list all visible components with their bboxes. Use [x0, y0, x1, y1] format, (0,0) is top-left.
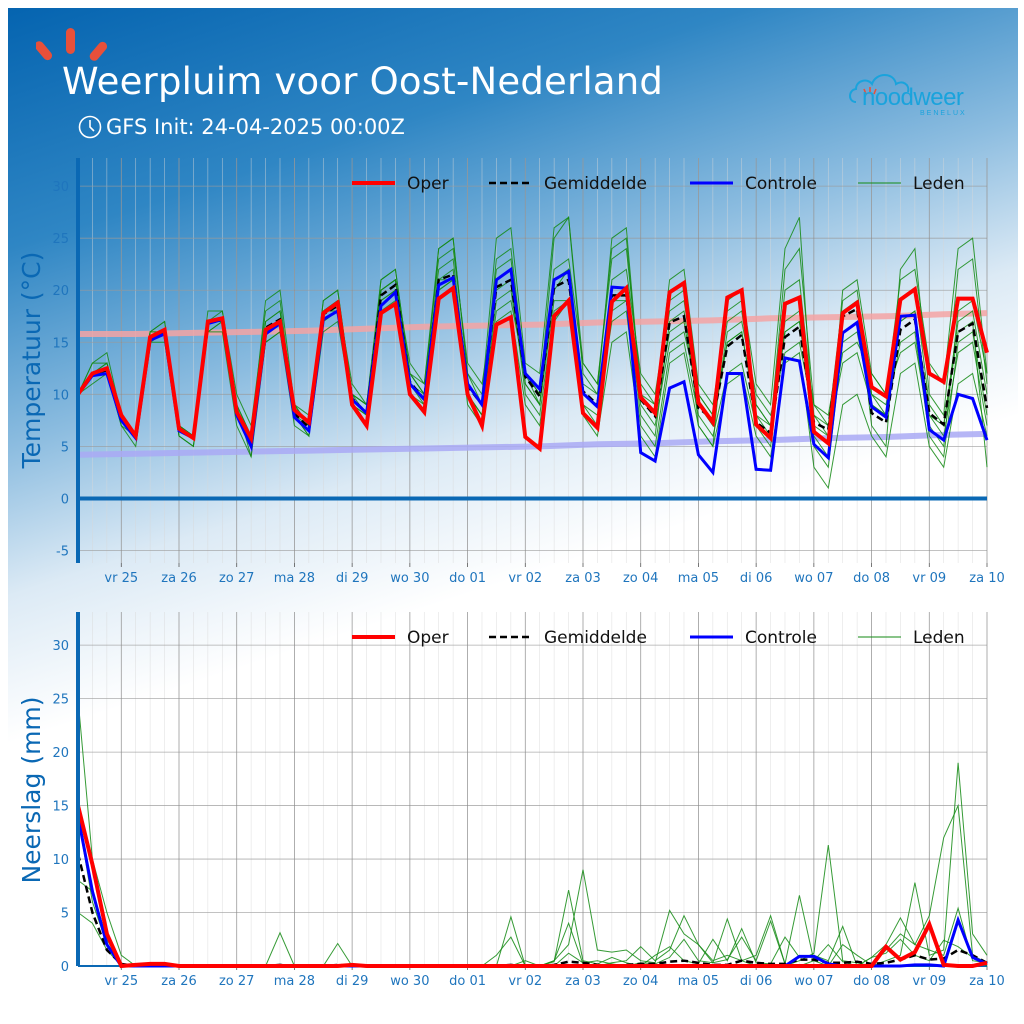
x-tick-label: ma 28	[274, 571, 315, 586]
x-tick-label: ma 05	[678, 974, 719, 989]
x-tick-label: wo 07	[794, 571, 833, 586]
oper-line	[76, 805, 988, 969]
precipitation-chart: 0 5 10 15 20 25 30 vr 25 za 26 zo 27 ma 28 di 29 wo …	[17, 612, 1005, 989]
x-tick-label: za 26	[161, 974, 196, 989]
member-line	[77, 278, 988, 490]
legend-label-oper: Oper	[407, 174, 449, 194]
logo-text: noodweer	[862, 84, 964, 111]
x-tick-label: di 29	[336, 974, 369, 989]
x-tick-label: za 10	[969, 571, 1004, 586]
x-tick-label: ma 05	[678, 571, 719, 586]
temperature-chart: -5 0 5 10 15 20 25 30 vr 25 za 26 zo 27 ma 28 di 29 w…	[17, 158, 1005, 586]
y-tick-label: 0	[61, 960, 69, 975]
x-tick-label: vr 09	[912, 571, 946, 586]
x-tick-label: di 06	[740, 974, 773, 989]
x-tick-label: vr 25	[104, 974, 138, 989]
y-tick-label: 30	[52, 180, 69, 195]
y-axis-label: Neerslag (mm)	[17, 696, 46, 883]
x-tick-label: vr 09	[912, 974, 946, 989]
noodweer-logo: noodweer BENELUX	[846, 66, 976, 120]
y-tick-label: 10	[52, 388, 69, 403]
x-tick-label: zo 27	[219, 974, 254, 989]
y-tick-label: 20	[52, 284, 69, 299]
x-tick-label: do 01	[449, 974, 486, 989]
oper-line	[76, 279, 989, 453]
legend-label-mean: Gemiddelde	[544, 628, 647, 648]
member-line	[77, 803, 988, 967]
x-tick-label: zo 27	[219, 571, 254, 586]
x-tick-label: ma 28	[274, 974, 315, 989]
member-line	[77, 879, 988, 967]
y-axis-label: Temperatuur (°C)	[17, 252, 46, 470]
member-line	[77, 698, 988, 967]
sun-rays-icon	[36, 28, 108, 61]
x-tick-label: wo 30	[390, 571, 429, 586]
x-tick-label: zo 04	[623, 571, 658, 586]
y-tick-label: 0	[61, 492, 69, 507]
legend-label-control: Controle	[745, 174, 817, 194]
x-tick-label: vr 25	[104, 571, 138, 586]
normal-max-line	[78, 310, 988, 337]
member-line	[77, 912, 988, 967]
control-line	[76, 816, 988, 968]
x-tick-label: di 06	[740, 571, 773, 586]
x-tick-label: do 08	[853, 974, 890, 989]
x-tick-label: wo 30	[390, 974, 429, 989]
x-tick-label: do 08	[853, 571, 890, 586]
x-tick-label: za 26	[161, 571, 196, 586]
y-tick-label: 20	[52, 746, 69, 761]
legend-label-oper: Oper	[407, 628, 449, 648]
y-tick-label: 10	[52, 853, 69, 868]
logo-subtext: BENELUX	[920, 110, 967, 117]
x-tick-label: vr 02	[508, 974, 542, 989]
legend-label-mean: Gemiddelde	[544, 174, 647, 194]
y-tick-label: 25	[52, 693, 69, 708]
y-tick-label: 15	[52, 800, 69, 815]
plume-panel	[8, 8, 1018, 1018]
y-tick-label: 25	[52, 232, 69, 247]
init-time-text: GFS Init: 24-04-2025 00:00Z	[106, 115, 405, 139]
y-tick-label: -5	[56, 545, 69, 560]
x-tick-label: za 03	[565, 974, 600, 989]
x-tick-label: wo 07	[794, 974, 833, 989]
x-tick-label: di 29	[336, 571, 369, 586]
x-tick-label: za 03	[565, 571, 600, 586]
cloud-logo-icon	[849, 74, 910, 103]
x-tick-label: zo 04	[623, 974, 658, 989]
member-line	[77, 268, 988, 459]
page-title: Weerpluim voor Oost-Nederland	[62, 60, 664, 103]
y-tick-label: 5	[61, 907, 69, 922]
legend-label-control: Controle	[745, 628, 817, 648]
y-tick-label: 5	[61, 440, 69, 455]
y-tick-label: 15	[52, 336, 69, 351]
init-time: GFS Init: 24-04-2025 00:00Z	[78, 115, 405, 139]
x-tick-label: do 01	[449, 571, 486, 586]
x-tick-label: vr 02	[508, 571, 542, 586]
y-tick-label: 30	[52, 639, 69, 654]
legend-label-members: Leden	[913, 174, 965, 194]
legend-label-members: Leden	[913, 628, 965, 648]
x-tick-label: za 10	[969, 974, 1004, 989]
clock-icon	[78, 115, 102, 139]
